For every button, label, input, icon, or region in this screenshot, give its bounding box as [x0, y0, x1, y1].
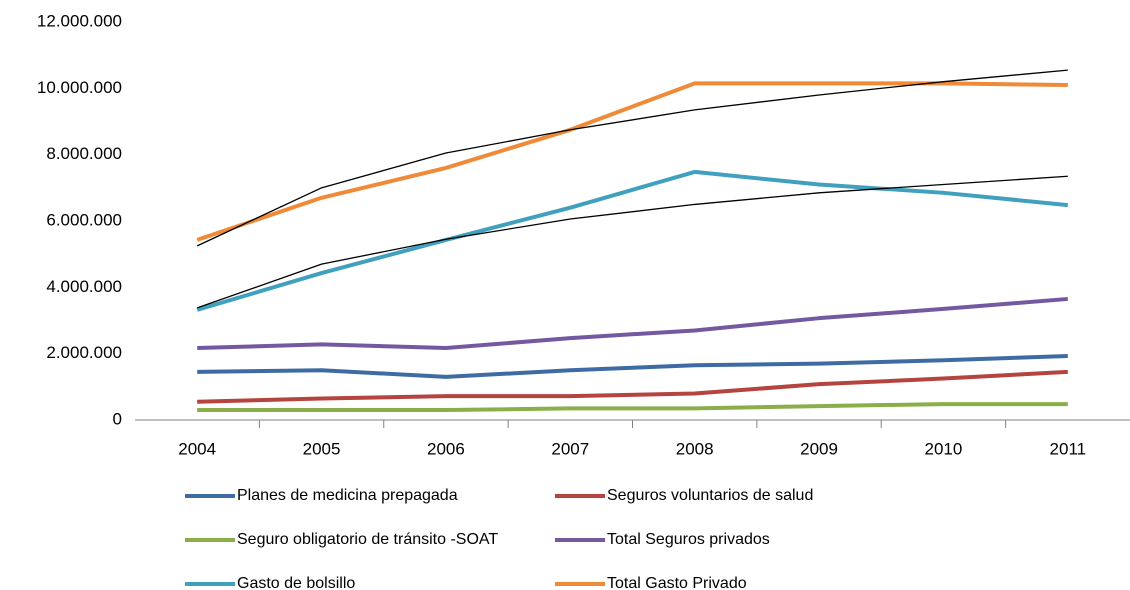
series-line [197, 369, 1068, 404]
legend-label: Seguros voluntarios de salud [607, 487, 813, 504]
x-tick-label: 2009 [800, 439, 838, 458]
legend-label: Total Gasto Privado [607, 575, 747, 590]
series-line [197, 402, 1068, 413]
y-tick-label: 8.000.000 [46, 144, 122, 163]
y-tick-label: 2.000.000 [46, 343, 122, 362]
series-line [197, 296, 1068, 351]
x-tick-label: 2011 [1050, 439, 1087, 458]
y-tick-label: 12.000.000 [37, 11, 122, 30]
y-tick-label: 10.000.000 [37, 78, 122, 97]
trend-line [196, 69, 1068, 247]
y-tick-label: 0 [113, 409, 122, 428]
series-line [196, 81, 1068, 242]
x-tick-label: 2005 [303, 439, 341, 458]
x-tick-label: 2007 [551, 439, 589, 458]
x-tick-label: 2006 [427, 439, 465, 458]
legend-label: Total Seguros privados [607, 531, 770, 548]
x-tick-label: 2008 [676, 439, 714, 458]
x-tick-label: 2004 [178, 439, 216, 458]
trend-line [196, 175, 1068, 309]
legend-label: Gasto de bolsillo [237, 575, 355, 590]
y-tick-label: 6.000.000 [46, 210, 122, 229]
y-tick-label: 4.000.000 [46, 277, 122, 296]
legend-label: Seguro obligatorio de tránsito -SOAT [237, 531, 498, 548]
legend-label: Planes de medicina prepagada [237, 487, 458, 504]
series-line [197, 353, 1068, 379]
series-line [196, 169, 1069, 312]
x-tick-label: 2010 [925, 439, 963, 458]
